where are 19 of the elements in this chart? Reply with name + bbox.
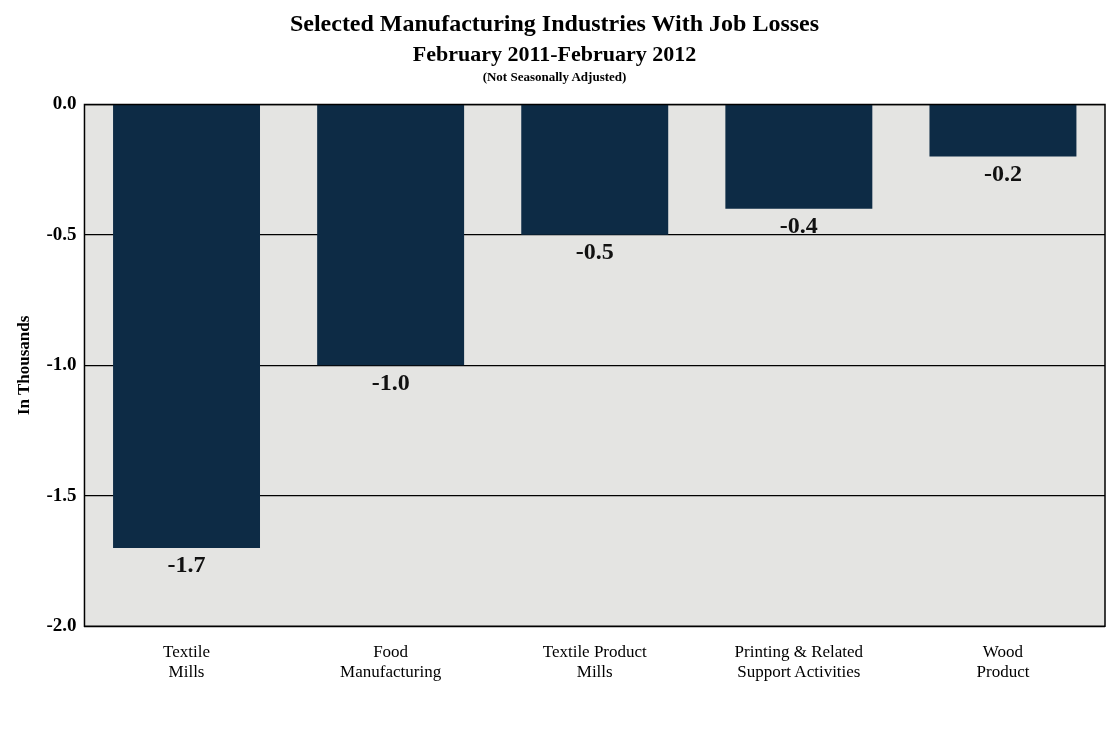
text: (Not Seasonally Adjusted) xyxy=(481,68,628,85)
data-label: -0.2 xyxy=(983,159,1022,186)
chart-subtitle: February 2011-February 2012 xyxy=(411,40,698,67)
x-tick-label: Wood Product xyxy=(976,641,1030,682)
y-tick-label: -0.5 xyxy=(46,222,77,244)
data-label: -1.7 xyxy=(167,551,206,578)
x-tick-label: Food Manufacturing xyxy=(340,641,442,682)
x-tick-label: Printing & Related Support Activities xyxy=(734,641,864,682)
y-axis-title: In Thousands xyxy=(13,315,33,415)
x-tick-label: Textile Product Mills xyxy=(542,641,648,682)
y-tick-label: -2.0 xyxy=(46,614,77,636)
y-tick-label: -1.5 xyxy=(46,483,77,505)
data-label: -0.4 xyxy=(779,211,818,238)
y-tick-label: 0.0 xyxy=(52,92,77,114)
x-tick-label: Textile Mills xyxy=(163,641,211,682)
data-label: -1.0 xyxy=(371,368,410,395)
y-tick-label: -1.0 xyxy=(46,353,77,375)
chart-title: Selected Manufacturing Industries With Job Losses xyxy=(288,9,821,37)
data-label: -0.5 xyxy=(575,238,614,265)
